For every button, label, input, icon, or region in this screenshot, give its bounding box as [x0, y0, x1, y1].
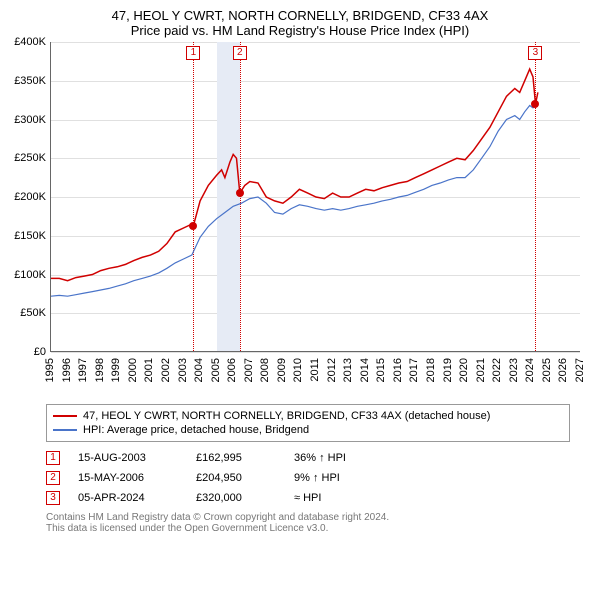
x-tick-label: 2001 [143, 358, 155, 382]
transaction-date: 15-AUG-2003 [78, 452, 178, 464]
series-line [51, 69, 538, 281]
x-tick-label: 1999 [110, 358, 122, 382]
x-tick-label: 2023 [508, 358, 520, 382]
event-number-box: 1 [186, 46, 200, 60]
x-tick-label: 2008 [259, 358, 271, 382]
x-tick-label: 1995 [44, 358, 56, 382]
x-tick-label: 2005 [210, 358, 222, 382]
title-subtitle: Price paid vs. HM Land Registry's House … [0, 23, 600, 38]
chart-container: 47, HEOL Y CWRT, NORTH CORNELLY, BRIDGEN… [0, 0, 600, 534]
transaction-number-box: 2 [46, 471, 60, 485]
gridline [51, 352, 580, 353]
x-tick-label: 2013 [342, 358, 354, 382]
x-tick-label: 1998 [94, 358, 106, 382]
y-tick-label: £250K [14, 152, 46, 164]
event-number-box: 2 [233, 46, 247, 60]
transaction-delta: ≈ HPI [294, 492, 394, 504]
chart-plot-area: 123£0£50K£100K£150K£200K£250K£300K£350K£… [0, 42, 600, 392]
x-tick-label: 2000 [127, 358, 139, 382]
transaction-number-box: 3 [46, 491, 60, 505]
y-tick-label: £100K [14, 269, 46, 281]
legend-swatch [53, 415, 77, 417]
transaction-number-box: 1 [46, 451, 60, 465]
x-tick-label: 2015 [375, 358, 387, 382]
x-tick-label: 2019 [442, 358, 454, 382]
transaction-price: £204,950 [196, 472, 276, 484]
transaction-row: 3 05-APR-2024 £320,000 ≈ HPI [46, 488, 570, 508]
title-address: 47, HEOL Y CWRT, NORTH CORNELLY, BRIDGEN… [0, 8, 600, 23]
x-tick-label: 2025 [541, 358, 553, 382]
x-tick-label: 2017 [408, 358, 420, 382]
y-tick-label: £50K [20, 307, 46, 319]
x-tick-label: 2009 [276, 358, 288, 382]
x-tick-label: 1997 [77, 358, 89, 382]
transaction-delta: 36% ↑ HPI [294, 452, 394, 464]
legend: 47, HEOL Y CWRT, NORTH CORNELLY, BRIDGEN… [46, 404, 570, 442]
transaction-marker [189, 222, 197, 230]
plot: 1 2 3 [50, 42, 580, 352]
legend-swatch [53, 429, 77, 431]
transaction-price: £320,000 [196, 492, 276, 504]
transaction-row: 2 15-MAY-2006 £204,950 9% ↑ HPI [46, 468, 570, 488]
x-tick-label: 2010 [292, 358, 304, 382]
transaction-delta: 9% ↑ HPI [294, 472, 394, 484]
transactions-table: 1 15-AUG-2003 £162,995 36% ↑ HPI 2 15-MAY-200… [46, 448, 570, 508]
transaction-date: 15-MAY-2006 [78, 472, 178, 484]
x-tick-label: 2012 [326, 358, 338, 382]
x-tick-label: 2027 [574, 358, 586, 382]
footer-line-1: Contains HM Land Registry data © Crown c… [46, 512, 570, 523]
series-line [51, 104, 538, 296]
y-tick-label: £200K [14, 191, 46, 203]
x-tick-label: 2022 [491, 358, 503, 382]
legend-label: 47, HEOL Y CWRT, NORTH CORNELLY, BRIDGEN… [83, 410, 490, 422]
x-tick-label: 2011 [309, 358, 321, 382]
legend-item: 47, HEOL Y CWRT, NORTH CORNELLY, BRIDGEN… [53, 409, 563, 423]
transaction-marker [236, 189, 244, 197]
x-tick-label: 2018 [425, 358, 437, 382]
x-tick-label: 2014 [359, 358, 371, 382]
x-tick-label: 2002 [160, 358, 172, 382]
transaction-marker [531, 100, 539, 108]
legend-label: HPI: Average price, detached house, Brid… [83, 424, 309, 436]
series-svg [51, 42, 581, 352]
x-tick-label: 2020 [458, 358, 470, 382]
x-tick-label: 2006 [226, 358, 238, 382]
x-tick-label: 2026 [557, 358, 569, 382]
footer-attribution: Contains HM Land Registry data © Crown c… [46, 512, 570, 534]
transaction-row: 1 15-AUG-2003 £162,995 36% ↑ HPI [46, 448, 570, 468]
x-tick-label: 2016 [392, 358, 404, 382]
y-tick-label: £350K [14, 75, 46, 87]
footer-line-2: This data is licensed under the Open Gov… [46, 523, 570, 534]
x-tick-label: 2007 [243, 358, 255, 382]
y-tick-label: £400K [14, 36, 46, 48]
transaction-date: 05-APR-2024 [78, 492, 178, 504]
y-tick-label: £300K [14, 114, 46, 126]
x-tick-label: 2024 [524, 358, 536, 382]
y-tick-label: £0 [34, 346, 46, 358]
x-tick-label: 1996 [61, 358, 73, 382]
y-tick-label: £150K [14, 230, 46, 242]
title-block: 47, HEOL Y CWRT, NORTH CORNELLY, BRIDGEN… [0, 0, 600, 42]
x-tick-label: 2004 [193, 358, 205, 382]
x-tick-label: 2003 [177, 358, 189, 382]
x-tick-label: 2021 [475, 358, 487, 382]
transaction-price: £162,995 [196, 452, 276, 464]
event-number-box: 3 [528, 46, 542, 60]
legend-item: HPI: Average price, detached house, Brid… [53, 423, 563, 437]
